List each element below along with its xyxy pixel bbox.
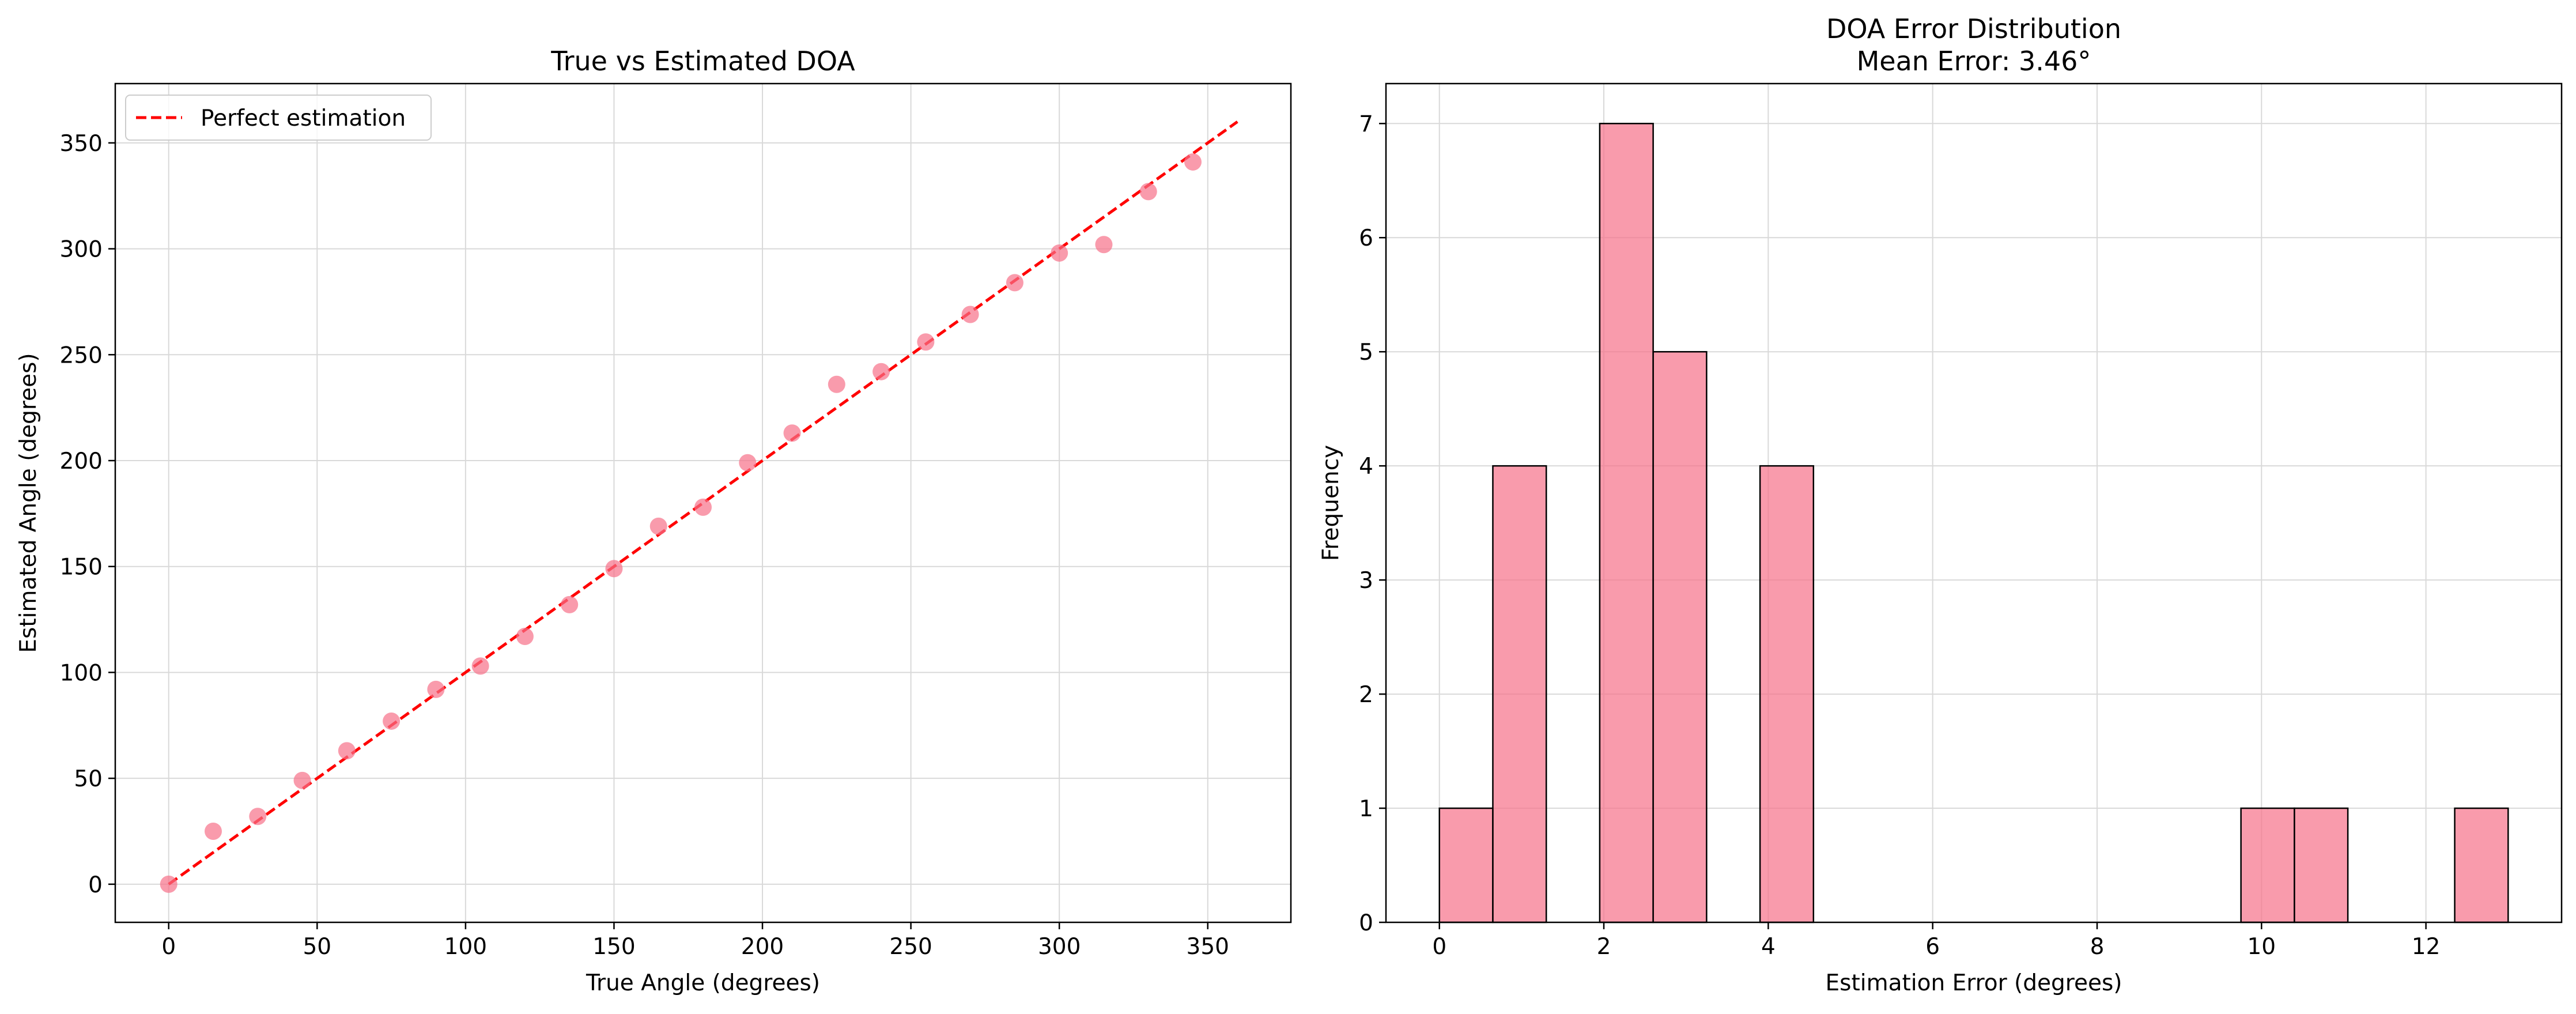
data-point <box>828 375 845 393</box>
data-point <box>561 595 579 613</box>
histogram-y-ticks: 0 1 2 3 4 5 6 7 <box>1359 111 1386 936</box>
histogram-bar <box>2294 807 2349 923</box>
y-tick-label: 250 <box>60 342 103 368</box>
histogram-bar <box>1652 350 1708 923</box>
scatter-chart-title: True vs Estimated DOA <box>550 46 855 77</box>
data-point <box>872 363 890 380</box>
histogram-chart-subtitle: Mean Error: 3.46° <box>1857 46 2091 77</box>
x-tick-label: 300 <box>1038 934 1081 960</box>
y-tick-label: 5 <box>1359 340 1373 365</box>
scatter-axes-frame <box>114 82 1292 923</box>
histogram-bar <box>1599 123 1654 923</box>
y-tick-label: 6 <box>1359 225 1373 251</box>
data-point <box>160 875 177 893</box>
y-tick-label: 350 <box>60 131 103 157</box>
histogram-x-ticks: 0 2 4 6 8 10 12 <box>1432 922 2440 960</box>
data-point <box>471 657 489 675</box>
histogram-chart-title: DOA Error Distribution <box>1826 13 2121 44</box>
scatter-grid <box>115 84 1291 922</box>
scatter-legend: Perfect estimation <box>125 95 432 141</box>
histogram-bar <box>2454 807 2509 923</box>
data-point <box>1139 183 1157 201</box>
y-tick-label: 7 <box>1359 111 1373 137</box>
x-tick-label: 200 <box>741 934 784 960</box>
data-point <box>383 712 401 730</box>
x-tick-label: 50 <box>303 934 331 960</box>
scatter-y-axis-label: Estimated Angle (degrees) <box>16 353 41 653</box>
data-point <box>205 823 222 840</box>
data-point <box>1006 274 1023 292</box>
histogram-grid <box>1386 84 2562 923</box>
y-tick-label: 50 <box>74 766 103 792</box>
x-tick-label: 150 <box>592 934 635 960</box>
data-point <box>783 424 801 442</box>
data-point <box>516 627 534 645</box>
data-point <box>249 808 267 825</box>
x-tick-label: 100 <box>444 934 487 960</box>
histogram-bar <box>1759 465 1815 923</box>
y-tick-label: 150 <box>60 555 103 580</box>
y-tick-label: 0 <box>88 872 103 898</box>
histogram-y-axis-label: Frequency <box>1318 445 1344 561</box>
data-point <box>917 333 935 351</box>
x-tick-label: 12 <box>2412 934 2441 960</box>
scatter-chart: True vs Estimated DOA 0 50 100 150 200 250 300… <box>16 46 1292 996</box>
x-tick-label: 0 <box>1432 934 1446 960</box>
scatter-y-ticks: 0 50 100 150 200 250 300 350 <box>60 131 115 898</box>
y-tick-label: 100 <box>60 660 103 686</box>
data-point <box>427 680 445 698</box>
legend-entry-perfect-estimation: Perfect estimation <box>201 105 406 131</box>
data-point <box>694 498 712 516</box>
data-point <box>293 771 311 789</box>
data-point <box>1095 236 1113 254</box>
y-tick-label: 0 <box>1359 910 1373 936</box>
data-point <box>1051 244 1068 262</box>
scatter-points <box>160 153 1202 893</box>
data-point <box>338 742 356 760</box>
y-tick-label: 300 <box>60 237 103 263</box>
y-tick-label: 1 <box>1359 796 1373 822</box>
data-point <box>961 306 979 323</box>
histogram-axes-frame <box>1385 82 2563 923</box>
x-tick-label: 0 <box>161 934 176 960</box>
data-point <box>605 560 623 578</box>
data-point <box>649 517 667 535</box>
legend-box <box>125 95 432 141</box>
x-tick-label: 250 <box>889 934 932 960</box>
y-tick-label: 4 <box>1359 454 1373 480</box>
y-tick-label: 200 <box>60 448 103 474</box>
y-tick-label: 2 <box>1359 682 1373 708</box>
histogram-bar <box>1438 807 1494 923</box>
scatter-x-axis-label: True Angle (degrees) <box>586 970 820 996</box>
histogram-x-axis-label: Estimation Error (degrees) <box>1826 970 2122 996</box>
histogram-bar <box>2240 807 2295 923</box>
x-tick-label: 8 <box>2090 934 2105 960</box>
histogram-chart: DOA Error Distribution Mean Error: 3.46°… <box>1318 13 2563 996</box>
scatter-x-ticks: 0 50 100 150 200 250 300 350 <box>161 922 1229 960</box>
x-tick-label: 2 <box>1597 934 1611 960</box>
data-point <box>1184 153 1202 171</box>
data-point <box>739 454 757 472</box>
x-tick-label: 350 <box>1187 934 1229 960</box>
x-tick-label: 4 <box>1761 934 1776 960</box>
x-tick-label: 10 <box>2247 934 2276 960</box>
histogram-bars <box>1438 123 2509 923</box>
y-tick-label: 3 <box>1359 568 1373 594</box>
histogram-bar <box>1492 465 1547 923</box>
x-tick-label: 6 <box>1925 934 1940 960</box>
